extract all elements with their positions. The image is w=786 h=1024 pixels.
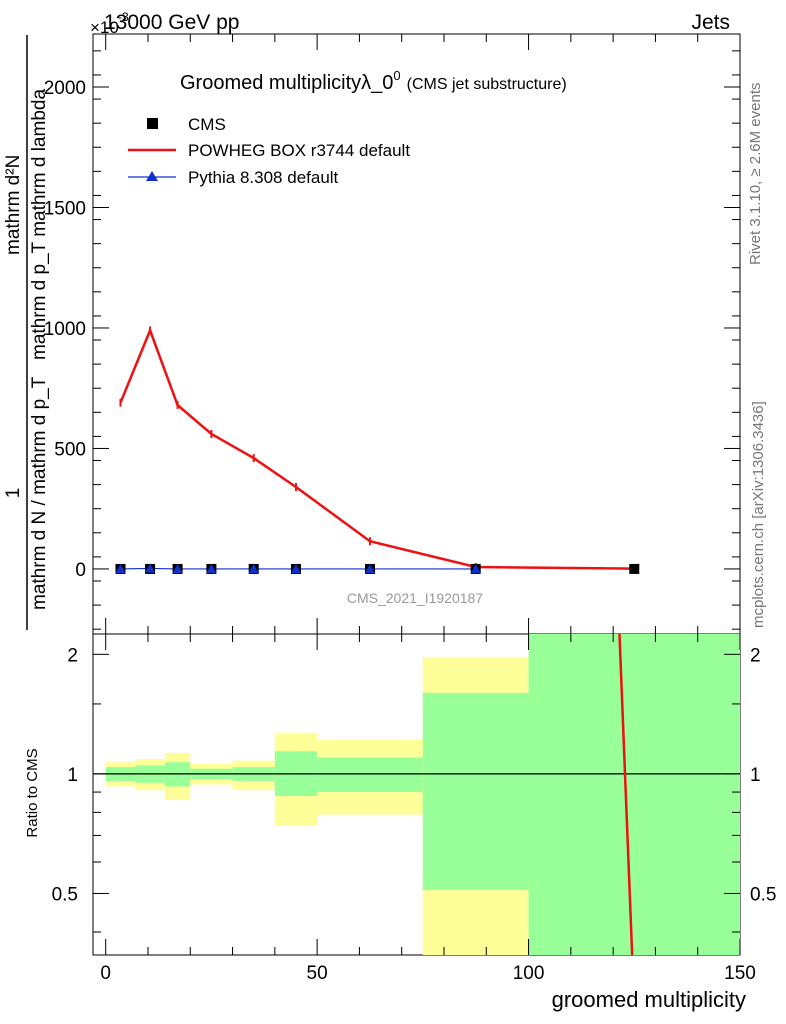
legend-item-cms: CMS bbox=[147, 115, 226, 134]
rivet-label: Rivet 3.1.10, ≥ 2.6M events bbox=[747, 83, 764, 266]
svg-text:Groomed multiplicityλ_00(CMS j: Groomed multiplicityλ_00(CMS jet substru… bbox=[180, 68, 567, 94]
legend: CMS POWHEG BOX r3744 default Pythia 8.30… bbox=[128, 115, 410, 187]
svg-text:mathrm d²N: mathrm d²N bbox=[3, 155, 24, 255]
ratio-band-green-7 bbox=[422, 692, 529, 891]
pythia-point-7 bbox=[470, 563, 481, 573]
analysis-watermark: CMS_2021_I1920187 bbox=[347, 590, 483, 606]
exponent-label: ×10 -3 bbox=[90, 10, 129, 37]
plot-title: Groomed multiplicityλ_00(CMS jet substru… bbox=[180, 68, 567, 94]
x-tick-label-3: 150 bbox=[724, 963, 756, 984]
x-tick-label-0: 0 bbox=[100, 963, 111, 984]
y-tick-label-4: 2000 bbox=[44, 78, 86, 99]
svg-text:mathrm d p_T mathrm d lambda: mathrm d p_T mathrm d lambda bbox=[29, 89, 50, 360]
ratio-powheg-line bbox=[618, 633, 634, 956]
svg-text:×10: ×10 bbox=[90, 18, 119, 37]
pythia-point-2 bbox=[172, 563, 183, 573]
pythia-point-1 bbox=[145, 563, 156, 573]
ratio-lines bbox=[93, 633, 740, 956]
x-axis-label: groomed multiplicity bbox=[552, 987, 746, 1012]
pythia-point-0 bbox=[115, 563, 126, 573]
ratio-tick-label-left-1: 1 bbox=[67, 765, 78, 786]
jets-label: Jets bbox=[691, 11, 730, 34]
ratio-tick-label-right-0: 0.5 bbox=[750, 884, 776, 905]
legend-item-pythia: Pythia 8.308 default bbox=[128, 168, 339, 187]
main-series bbox=[115, 326, 640, 574]
svg-text:CMS: CMS bbox=[188, 115, 226, 134]
svg-text:1: 1 bbox=[3, 488, 24, 499]
cms-point-8 bbox=[629, 563, 640, 574]
x-tick-label-1: 50 bbox=[307, 963, 328, 984]
y-tick-label-1: 500 bbox=[54, 439, 86, 460]
powheg-line bbox=[119, 326, 635, 570]
legend-item-powheg: POWHEG BOX r3744 default bbox=[128, 141, 410, 160]
ratio-y-axis-label: Ratio to CMS bbox=[24, 748, 41, 837]
ratio-band-green-8 bbox=[528, 634, 740, 955]
svg-text:mathrm d N / mathrm d p_T: mathrm d N / mathrm d p_T bbox=[29, 376, 50, 610]
ratio-band-green-6 bbox=[317, 757, 423, 793]
ratio-tick-label-right-2: 2 bbox=[750, 645, 761, 666]
ratio-tick-label-left-0: 0.5 bbox=[52, 884, 78, 905]
pythia-point-3 bbox=[206, 563, 217, 573]
y-tick-label-2: 1000 bbox=[44, 319, 86, 340]
ratio-tick-label-left-2: 2 bbox=[67, 645, 78, 666]
y-tick-label-0: 0 bbox=[75, 560, 86, 581]
x-tick-label-2: 100 bbox=[513, 963, 545, 984]
ratio-tick-label-right-1: 1 bbox=[750, 765, 761, 786]
mcplots-label: mcplots.cern.ch [arXiv:1306.3436] bbox=[750, 401, 767, 628]
y-tick-label-3: 1500 bbox=[44, 198, 86, 219]
energy-label: 13000 GeV pp bbox=[104, 11, 239, 34]
svg-text:Pythia 8.308 default: Pythia 8.308 default bbox=[188, 168, 339, 187]
pythia-point-4 bbox=[248, 563, 259, 573]
svg-text:POWHEG BOX r3744 default: POWHEG BOX r3744 default bbox=[188, 141, 410, 160]
pythia-point-6 bbox=[364, 563, 375, 573]
main-ylabel: 1 mathrm d N / mathrm d p_T mathrm d²N m… bbox=[3, 35, 50, 630]
pythia-point-5 bbox=[290, 563, 301, 573]
svg-text:-3: -3 bbox=[118, 10, 129, 24]
ratio-bands bbox=[105, 634, 740, 955]
